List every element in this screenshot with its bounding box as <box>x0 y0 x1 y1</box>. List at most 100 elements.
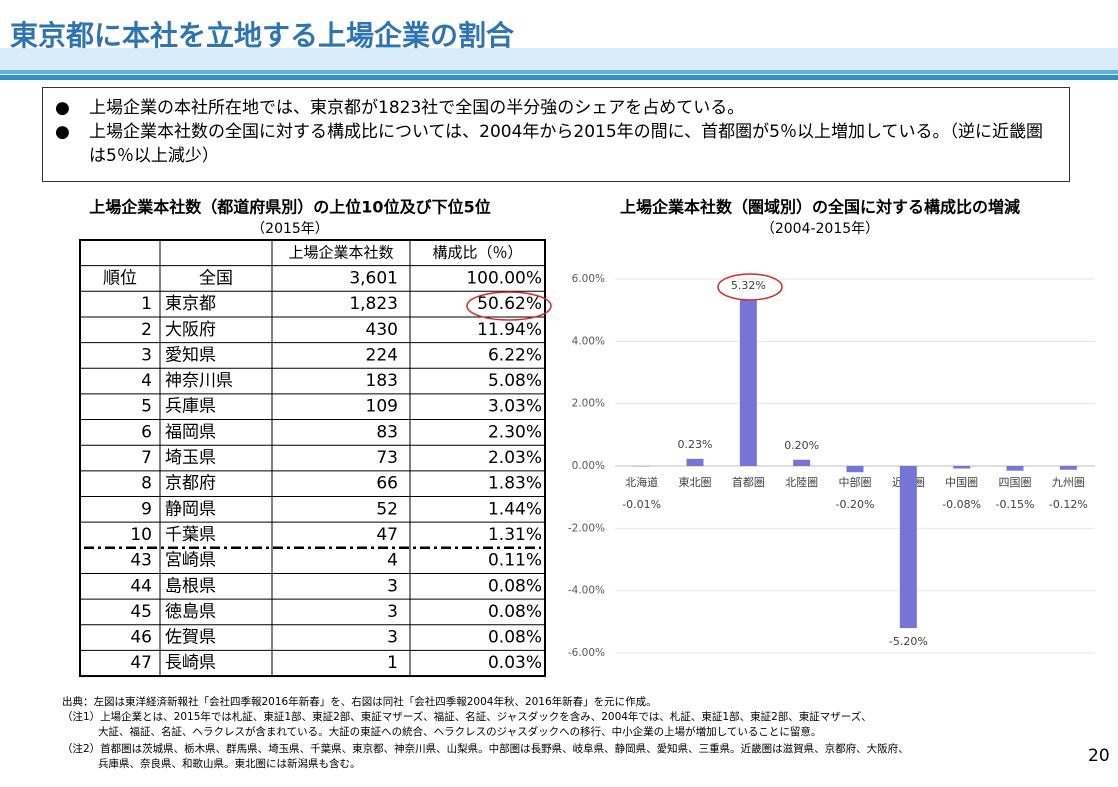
cell: 43 <box>130 551 152 571</box>
cell: 埼玉県 <box>165 448 216 468</box>
cell: 6 <box>141 422 152 442</box>
cell: 京都府 <box>165 474 216 494</box>
cell: 佐賀県 <box>165 628 216 648</box>
note: （注1）上場企業とは、2015年では札証、東証1部、東証2部、東証マザーズ、福証… <box>62 711 872 723</box>
cell: 千葉県 <box>165 525 216 545</box>
cell: 5 <box>141 397 152 417</box>
note: 大証、福証、名証、ヘラクレスが含まれている。大証の東証への統合、ヘラクレスのジャ… <box>98 726 822 738</box>
bar <box>899 466 917 629</box>
value-label: -0.20% <box>836 498 875 511</box>
cell: 0.08% <box>488 576 542 596</box>
value-label: -0.08% <box>942 498 981 511</box>
bar <box>846 466 864 473</box>
x-tick-label: 四国圏 <box>999 476 1032 489</box>
bar <box>739 300 757 466</box>
cell: 10 <box>130 525 152 545</box>
cell: 順位 <box>103 268 137 288</box>
cell: 全国 <box>199 268 233 288</box>
cell: 46 <box>130 628 152 648</box>
column-header: 構成比（％） <box>432 243 522 261</box>
x-tick-label: 北海道 <box>625 475 658 489</box>
highlight <box>466 291 552 321</box>
cell: 224 <box>366 345 398 365</box>
x-tick-label: 北陸圏 <box>785 476 818 489</box>
bullet: ● 上場企業の本社所在地では、東京都が1823社で全国の半分強のシェアを占めている… <box>55 98 745 118</box>
cell: 2 <box>141 320 152 340</box>
cell: 神奈川県 <box>165 371 233 391</box>
page-number: 20 <box>1088 746 1110 766</box>
cell: 東京都 <box>165 294 216 314</box>
bullet-box: ● 上場企業の本社所在地では、東京都が1823社で全国の半分強のシェアを占めている… <box>42 87 1070 182</box>
cell: 3,601 <box>349 268 398 288</box>
cell: 1.83% <box>488 474 542 494</box>
cell: 66 <box>376 474 398 494</box>
cell: 47 <box>376 525 398 545</box>
y-tick-label: -6.00% <box>568 647 605 659</box>
cell: 430 <box>366 320 398 340</box>
value-label: 0.23% <box>678 438 713 451</box>
y-tick-label: 4.00% <box>572 335 605 347</box>
x-tick-label: 東北圏 <box>679 476 712 489</box>
cell: 兵庫県 <box>165 397 216 417</box>
bar <box>686 458 704 466</box>
value-label: -0.01% <box>622 498 661 511</box>
note: 兵庫県、奈良県、和歌山県。東北圏には新潟県も含む。 <box>98 758 361 770</box>
cell: 1,823 <box>349 294 398 314</box>
value-label: -0.15% <box>996 498 1035 511</box>
y-tick-label: 6.00% <box>572 273 605 285</box>
cell: 2.30% <box>488 422 542 442</box>
cell: 44 <box>130 576 152 596</box>
cell: 52 <box>376 499 398 519</box>
y-tick-label: 2.00% <box>572 398 605 410</box>
cell: 100.00% <box>466 268 542 288</box>
cell: 3 <box>387 602 398 622</box>
cell: 109 <box>366 397 398 417</box>
cell: 1.31% <box>488 525 542 545</box>
bullet: ● 上場企業本社数の全国に対する構成比については、2004年から2015年の間に、… <box>55 120 1055 168</box>
page-title: 東京都に本社を立地する上場企業の割合 <box>10 19 515 52</box>
cell: 1.44% <box>488 499 542 519</box>
x-tick-label: 中国圏 <box>945 476 978 489</box>
value-label: -5.20% <box>889 635 928 648</box>
cell: 4 <box>387 551 398 571</box>
cell: 福岡県 <box>165 422 216 442</box>
bullet-text: 上場企業の本社所在地では、東京都が1823社で全国の半分強のシェアを占めている。 <box>89 98 745 118</box>
cell: 静岡県 <box>165 499 216 519</box>
cell: 0.08% <box>488 628 542 648</box>
cell: 50.62% <box>477 294 542 314</box>
cell: 0.08% <box>488 602 542 622</box>
cell: 宮崎県 <box>165 551 216 571</box>
cell: 11.94% <box>477 320 542 340</box>
highlight <box>717 273 783 301</box>
x-tick-label: 中部圏 <box>839 475 872 489</box>
cell: 3.03% <box>488 397 542 417</box>
note: 出典：左図は東洋経済新報社「会社四季報2016年新春」を、右図は同社「会社四季報… <box>62 696 657 708</box>
cell: 3 <box>387 576 398 596</box>
note: （注2）首都圏は茨城県、栃木県、群馬県、埼玉県、千葉県、東京都、神奈川県、山梨県… <box>62 743 909 755</box>
y-tick-label: -2.00% <box>568 522 605 534</box>
cell: 4 <box>141 371 152 391</box>
bar <box>1059 466 1077 470</box>
cell: 徳島県 <box>165 602 216 622</box>
cell: 6.22% <box>488 345 542 365</box>
band <box>0 70 1118 74</box>
cell: 83 <box>376 422 398 442</box>
bullet-text: 上場企業本社数の全国に対する構成比については、2004年から2015年の間に、首… <box>89 122 1043 166</box>
cell: 47 <box>130 653 152 673</box>
chart: 6.00% 4.00% 2.00% 0.00% -2.00% -4.00% -6.00% 北海… <box>568 273 1095 659</box>
value-label: 0.20% <box>784 439 819 452</box>
cell: 長崎県 <box>165 653 216 673</box>
y-tick-label: 0.00% <box>572 460 605 472</box>
y-tick-label: -4.00% <box>568 585 605 597</box>
chart-subtitle: （2004-2015年） <box>761 221 879 237</box>
cell: 3 <box>141 345 152 365</box>
cell: 0.03% <box>488 653 542 673</box>
table-border <box>79 239 546 678</box>
cell: 島根県 <box>165 576 216 596</box>
cell: 8 <box>141 474 152 494</box>
band <box>0 48 1118 70</box>
cell: 大阪府 <box>165 320 216 340</box>
column-header: 上場企業本社数 <box>288 243 393 261</box>
